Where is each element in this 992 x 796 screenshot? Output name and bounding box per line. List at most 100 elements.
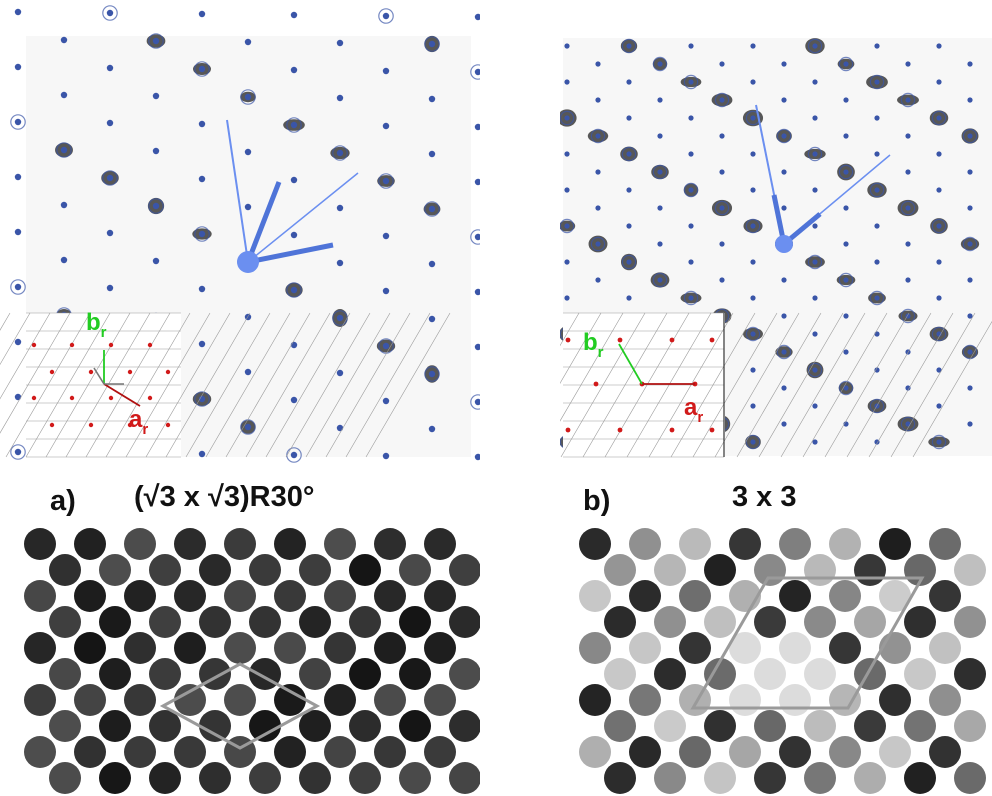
lattice-site [147, 342, 153, 348]
leed-spot [967, 205, 973, 211]
atom [654, 710, 686, 742]
leed-spot [290, 66, 298, 74]
leed-spot [936, 223, 942, 229]
lattice-site [31, 342, 37, 348]
leed-spot [382, 177, 390, 185]
leed-spot [750, 187, 756, 193]
leed-spot-ring [560, 110, 575, 126]
lattice-site [617, 427, 623, 433]
atom [24, 528, 56, 560]
atom [779, 736, 811, 768]
atom [804, 606, 836, 638]
lattice-site [49, 422, 55, 428]
leed-spot [812, 223, 818, 229]
leed-spot [905, 133, 911, 139]
atom [449, 658, 480, 690]
leed-spot [198, 285, 206, 293]
leed-spot [750, 223, 756, 229]
atom [99, 606, 131, 638]
leed-spot [936, 439, 942, 445]
leed-spot-ring [931, 110, 947, 126]
leed-spot [474, 123, 480, 131]
atom [24, 580, 56, 612]
leed-spot [874, 331, 880, 337]
atom [754, 658, 786, 690]
leed-spot-ring [683, 290, 699, 306]
atom [904, 606, 936, 638]
leed-spot-ring [10, 114, 26, 130]
panel-b-letter: b) [583, 485, 611, 517]
leed-spot-ring [590, 128, 606, 144]
leed-spot [474, 343, 480, 351]
leed-spot [244, 368, 252, 376]
lattice-site [165, 369, 171, 375]
leed-spot [843, 349, 849, 355]
leed-spot [14, 118, 22, 126]
leed-spot [843, 169, 849, 175]
atom [124, 528, 156, 560]
leed-spot [564, 115, 570, 121]
leed-spot [967, 169, 973, 175]
leed-spot-ring [931, 434, 947, 450]
atom [704, 606, 736, 638]
leed-spot-ring [424, 201, 440, 217]
leed-spot [336, 94, 344, 102]
lattice-site [565, 337, 571, 343]
leed-spot [290, 121, 298, 129]
leed-spot [874, 187, 880, 193]
leed-spot [781, 133, 787, 139]
real-space-inset-b: br ar [560, 312, 992, 458]
leed-spot [843, 133, 849, 139]
leed-spot [874, 79, 880, 85]
leed-spot [564, 187, 570, 193]
leed-spot [781, 313, 787, 319]
leed-spot [290, 231, 298, 239]
atom [99, 762, 131, 794]
leed-spot [750, 115, 756, 121]
atom [199, 606, 231, 638]
leed-spot [750, 367, 756, 373]
leed-spot-ring [590, 236, 606, 252]
leed-spot [843, 205, 849, 211]
lattice-site [709, 427, 715, 433]
atom [199, 710, 231, 742]
leed-spot [290, 176, 298, 184]
atom [299, 658, 331, 690]
atom [829, 580, 861, 612]
leed-spot [152, 147, 160, 155]
leed-spot [967, 385, 973, 391]
atom [224, 632, 256, 664]
leed-spot [936, 79, 942, 85]
leed-spot [905, 385, 911, 391]
leed-spot [781, 205, 787, 211]
atom [224, 580, 256, 612]
leed-spot [626, 223, 632, 229]
leed-spot [688, 223, 694, 229]
atom [324, 684, 356, 716]
leed-spot [290, 341, 298, 349]
atom [299, 554, 331, 586]
leed-spot [564, 43, 570, 49]
atom [149, 710, 181, 742]
atom [579, 684, 611, 716]
leed-spot [967, 277, 973, 283]
leed-spot-ring [745, 218, 761, 234]
lattice-site [709, 337, 715, 343]
leed-spot [719, 133, 725, 139]
leed-spot [812, 403, 818, 409]
leed-spot [382, 67, 390, 75]
leed-spot [428, 425, 436, 433]
leed-spot [657, 97, 663, 103]
leed-spot [812, 43, 818, 49]
atom [349, 710, 381, 742]
leed-spot [874, 43, 880, 49]
atom [729, 528, 761, 560]
leed-spot [198, 340, 206, 348]
leed-spot-ring [807, 38, 823, 54]
leed-spot [843, 277, 849, 283]
leed-spot [812, 367, 818, 373]
leed-spot [905, 241, 911, 247]
leed-spot-ring [560, 218, 575, 234]
leed-spot [14, 228, 22, 236]
leed-spot [382, 232, 390, 240]
